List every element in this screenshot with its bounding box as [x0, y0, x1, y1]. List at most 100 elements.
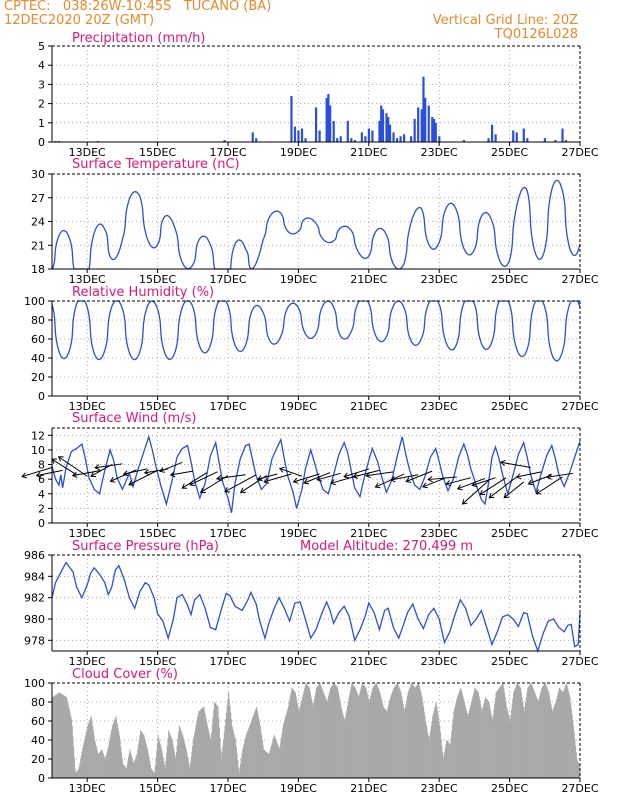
precip-bar	[367, 128, 370, 142]
cloud-bar	[487, 700, 489, 778]
cloud-bar	[439, 732, 442, 778]
cloud-bar	[476, 690, 478, 778]
cloud-bar	[258, 721, 261, 778]
cloud-bar	[253, 714, 255, 778]
cloud-bar	[534, 694, 537, 778]
cloud-bar	[555, 702, 557, 778]
cloud-bar	[502, 683, 504, 778]
cloud-bar	[406, 696, 408, 778]
cloud-bar	[357, 695, 359, 778]
cloud-bar	[299, 708, 301, 778]
cloud-bar	[533, 690, 535, 778]
precip-bar	[290, 95, 293, 142]
x-tick-label: 25DEC	[491, 655, 528, 668]
cloud-bar	[92, 730, 94, 778]
cloud-bar	[375, 683, 377, 778]
wind-arrow	[457, 477, 486, 490]
cloud-bar	[308, 686, 310, 778]
y-tick-label: 984	[24, 570, 45, 583]
cloud-bar	[349, 690, 351, 778]
wind-arrow	[21, 466, 53, 478]
cloud-bar	[392, 689, 394, 778]
cloud-bar	[477, 692, 480, 778]
cloud-bar	[257, 714, 259, 778]
cloud-bar	[100, 750, 102, 778]
cloud-bar	[269, 750, 271, 778]
cloud-bar	[342, 715, 344, 778]
cloud-bar	[173, 751, 175, 778]
cloud-bar	[237, 759, 239, 778]
cloud-bar	[119, 740, 121, 778]
cloud-bar	[360, 688, 362, 778]
cloud-bar	[189, 768, 191, 778]
x-tick-label: 27DEC	[561, 655, 598, 668]
cloud-bar	[137, 749, 139, 778]
cloud-bar	[567, 688, 569, 778]
wind-arrow	[257, 473, 278, 480]
cloud-bar	[141, 732, 143, 778]
wind-arrow-head	[169, 471, 176, 478]
cloud-bar	[513, 690, 515, 778]
cloud-bar	[155, 758, 157, 778]
cloud-bar	[430, 725, 432, 778]
cloud-bar	[521, 697, 523, 778]
cloud-bar	[544, 683, 546, 778]
cloud-bar	[144, 740, 147, 778]
wind-arrow-head	[199, 487, 206, 493]
series-line	[51, 300, 581, 362]
cloud-bar	[382, 703, 384, 778]
cloud-bar	[482, 708, 484, 778]
wind-arrow	[123, 468, 148, 475]
cloud-bar	[107, 747, 109, 778]
wind-arrow	[95, 463, 123, 469]
cloud-bar	[463, 702, 465, 778]
panel-6: 0 20 40 60 80 100 13DEC 15DEC 17DEC 19DEC 21DEC 23D…	[24, 667, 599, 795]
cloud-bar	[534, 692, 536, 778]
wind-arrow	[216, 474, 246, 480]
cloud-bar	[546, 686, 548, 778]
cloud-bar	[518, 684, 520, 778]
cloud-bar	[514, 688, 516, 778]
cloud-bar	[111, 729, 113, 778]
cloud-bar	[209, 737, 211, 778]
cloud-bar	[532, 688, 534, 778]
cloud-bar	[432, 716, 434, 778]
cloud-bar	[577, 762, 579, 778]
cloud-bar	[304, 685, 306, 778]
cloud-bar	[123, 764, 125, 778]
cloud-bar	[212, 717, 214, 778]
cloud-bar	[228, 692, 230, 778]
cloud-bar	[570, 708, 572, 778]
cloud-bar	[185, 746, 187, 778]
cloud-bar	[154, 765, 156, 778]
x-tick-label: 17DEC	[209, 782, 246, 795]
x-tick-label: 13DEC	[69, 782, 106, 795]
cloud-bar	[128, 757, 130, 778]
cloud-bar	[399, 690, 401, 778]
cloud-bar	[556, 696, 558, 778]
cloud-bar	[420, 691, 422, 778]
cloud-bar	[451, 724, 453, 778]
cloud-bar	[571, 714, 573, 778]
cloud-bar	[226, 705, 228, 778]
cloud-bar	[361, 685, 363, 778]
cloud-bar	[294, 691, 296, 778]
cloud-bar	[131, 758, 133, 778]
x-tick-label: 27DEC	[561, 273, 598, 286]
x-tick-label: 27DEC	[561, 782, 598, 795]
cloud-bar	[132, 763, 135, 778]
cloud-bar	[515, 686, 517, 778]
cloud-bar	[370, 693, 373, 778]
cloud-bar	[401, 700, 403, 778]
cloud-bar	[296, 700, 298, 778]
cloud-bar	[199, 709, 201, 778]
cloud-bar	[565, 684, 567, 778]
cloud-bar	[70, 716, 72, 778]
header-location: CPTEC: 038:26W-10:45S TUCANO (BA)	[4, 0, 272, 14]
wind-arrow	[390, 474, 419, 481]
cloud-bar	[194, 728, 197, 778]
cloud-bar	[436, 706, 438, 778]
wind-arrow	[293, 473, 320, 483]
cloud-bar	[527, 687, 529, 778]
cloud-bar	[392, 691, 394, 778]
